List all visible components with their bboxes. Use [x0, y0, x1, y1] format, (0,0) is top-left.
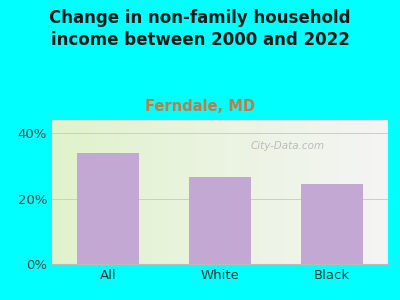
Bar	[189, 177, 251, 264]
Bar	[77, 153, 139, 264]
Text: Change in non-family household
income between 2000 and 2022: Change in non-family household income be…	[49, 9, 351, 49]
Text: City-Data.com: City-Data.com	[250, 141, 324, 151]
Bar	[301, 184, 363, 264]
Text: Ferndale, MD: Ferndale, MD	[145, 99, 255, 114]
